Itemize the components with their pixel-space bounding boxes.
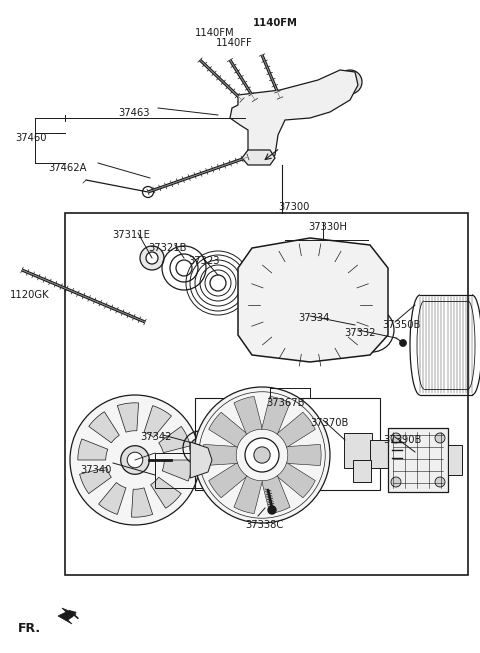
Polygon shape: [151, 477, 181, 508]
Circle shape: [254, 447, 270, 463]
Text: 37463: 37463: [118, 108, 149, 118]
Circle shape: [435, 477, 445, 487]
Polygon shape: [238, 238, 388, 362]
Text: 1140FM: 1140FM: [253, 18, 298, 28]
Circle shape: [176, 260, 192, 276]
Polygon shape: [144, 406, 171, 438]
Polygon shape: [277, 412, 315, 447]
Bar: [353, 460, 371, 482]
Text: 37332: 37332: [344, 328, 375, 338]
Polygon shape: [162, 460, 192, 481]
Bar: [370, 440, 392, 468]
Circle shape: [195, 443, 205, 453]
Circle shape: [245, 438, 279, 472]
Circle shape: [344, 76, 356, 88]
Polygon shape: [287, 445, 321, 466]
Circle shape: [268, 263, 352, 347]
Bar: [65, 213, 468, 575]
Circle shape: [266, 101, 274, 108]
Bar: [238, 100, 260, 118]
Polygon shape: [277, 462, 315, 498]
Text: 37321B: 37321B: [148, 243, 187, 253]
Circle shape: [251, 341, 265, 355]
Text: 37342: 37342: [140, 432, 171, 442]
Text: 37300: 37300: [278, 202, 310, 212]
Circle shape: [355, 341, 369, 355]
Bar: [344, 433, 372, 468]
Text: 1140FF: 1140FF: [216, 38, 253, 48]
Circle shape: [391, 433, 401, 443]
Polygon shape: [262, 396, 290, 434]
Polygon shape: [98, 483, 126, 515]
Circle shape: [146, 252, 158, 264]
Text: 37462A: 37462A: [48, 163, 86, 173]
Circle shape: [251, 251, 265, 265]
Circle shape: [400, 456, 404, 460]
Circle shape: [263, 97, 277, 111]
Text: 37340: 37340: [80, 465, 111, 475]
Text: 37330H: 37330H: [308, 222, 347, 232]
Circle shape: [316, 104, 324, 112]
Circle shape: [338, 70, 362, 94]
Circle shape: [400, 440, 404, 444]
Polygon shape: [234, 396, 263, 434]
Circle shape: [400, 448, 404, 452]
Circle shape: [120, 446, 149, 474]
Circle shape: [365, 323, 379, 337]
Polygon shape: [209, 412, 247, 447]
Polygon shape: [230, 70, 358, 162]
Polygon shape: [132, 488, 153, 517]
Circle shape: [296, 291, 324, 319]
Bar: [195, 398, 380, 490]
Circle shape: [399, 340, 407, 347]
Circle shape: [391, 477, 401, 487]
Polygon shape: [190, 442, 212, 478]
Circle shape: [140, 246, 164, 270]
Bar: [155, 453, 230, 488]
Circle shape: [127, 452, 143, 468]
Text: 37350B: 37350B: [382, 320, 420, 330]
Polygon shape: [203, 445, 238, 466]
Text: FR.: FR.: [18, 622, 41, 635]
Text: 37334: 37334: [298, 313, 329, 323]
Text: 37338C: 37338C: [245, 520, 283, 530]
Polygon shape: [262, 475, 290, 514]
Bar: [448, 445, 462, 475]
Text: 1140FM: 1140FM: [195, 28, 235, 38]
Polygon shape: [117, 403, 139, 432]
Text: 37367B: 37367B: [266, 398, 304, 408]
Polygon shape: [209, 462, 247, 498]
Circle shape: [435, 433, 445, 443]
Text: 37460: 37460: [15, 133, 47, 143]
Polygon shape: [234, 475, 263, 514]
Circle shape: [358, 316, 386, 344]
Polygon shape: [89, 411, 120, 443]
Text: 1120GK: 1120GK: [10, 290, 49, 300]
Polygon shape: [58, 608, 76, 624]
Circle shape: [190, 438, 210, 458]
Circle shape: [355, 251, 369, 265]
Polygon shape: [80, 468, 111, 494]
Text: 37370B: 37370B: [310, 418, 348, 428]
Circle shape: [70, 395, 200, 525]
Circle shape: [282, 277, 338, 333]
Polygon shape: [159, 426, 191, 453]
Polygon shape: [78, 439, 108, 460]
Bar: [388, 428, 448, 492]
Text: 37323: 37323: [188, 256, 219, 266]
Text: 37311E: 37311E: [112, 230, 150, 240]
Circle shape: [210, 275, 226, 291]
Circle shape: [194, 387, 330, 523]
Polygon shape: [242, 150, 275, 165]
Circle shape: [268, 506, 276, 514]
Text: 37390B: 37390B: [383, 435, 421, 445]
Circle shape: [300, 95, 310, 105]
